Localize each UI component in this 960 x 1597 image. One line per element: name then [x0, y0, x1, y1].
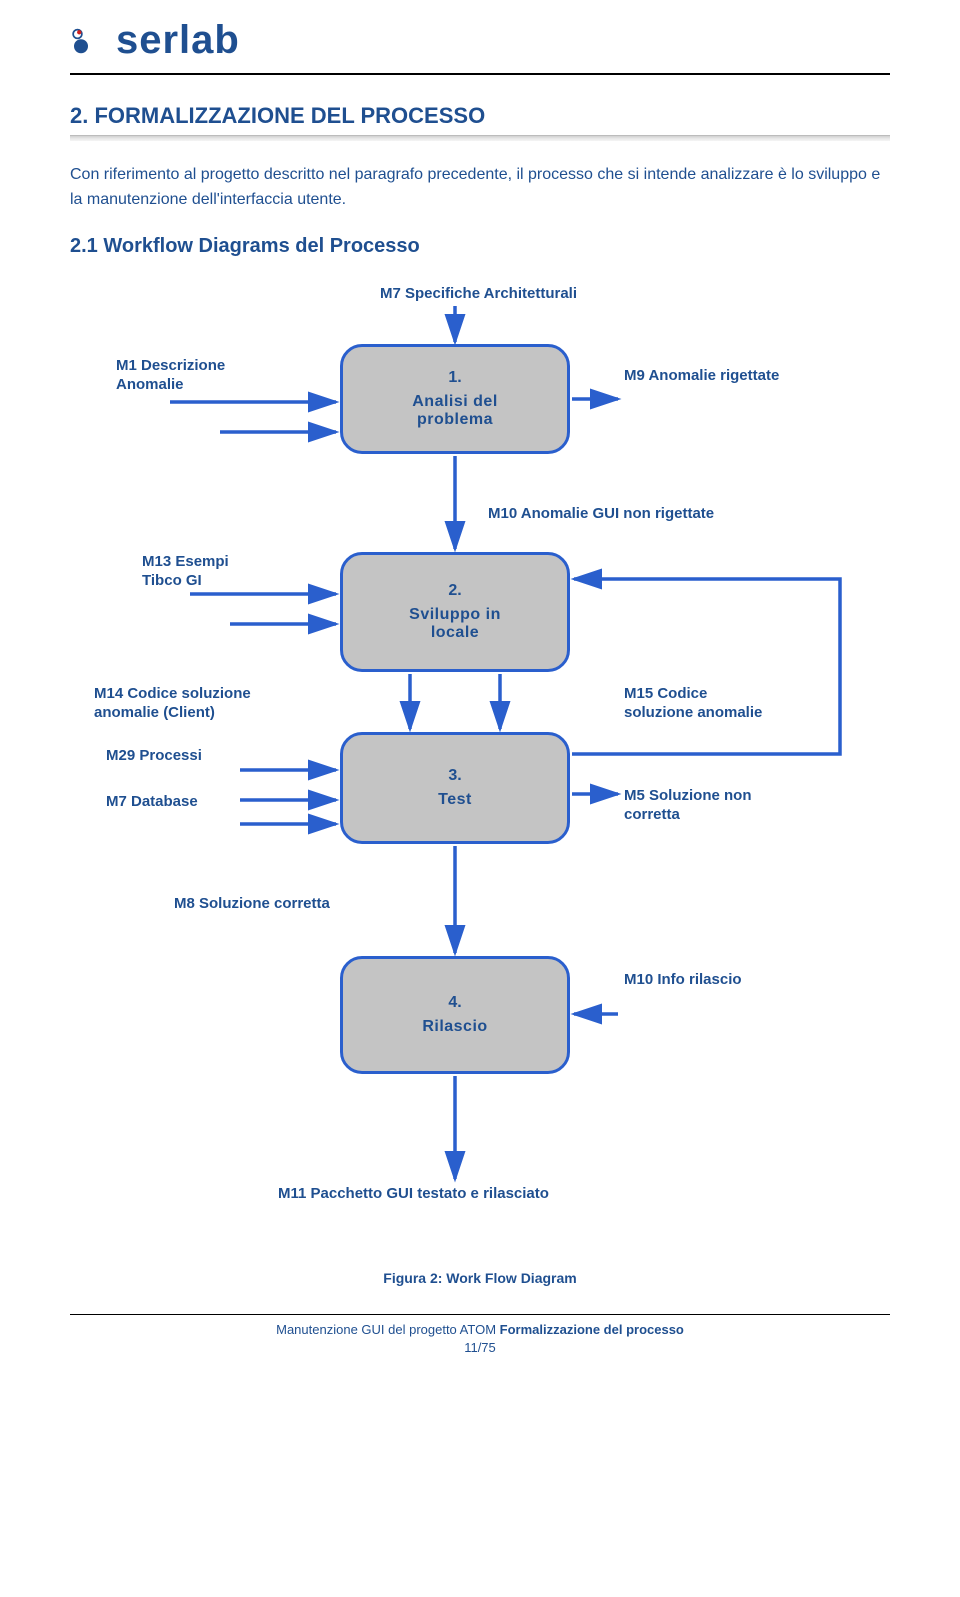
footer-rule [70, 1314, 890, 1315]
label-m14: M14 Codice soluzione anomalie (Client) [94, 684, 251, 723]
node-analisi: 1.Analisi del problema [340, 344, 570, 454]
label-m7-db: M7 Database [106, 792, 198, 812]
label-m29: M29 Processi [106, 746, 202, 766]
label-m10-info: M10 Info rilascio [624, 970, 742, 990]
subsection-title: 2.1 Workflow Diagrams del Processo [70, 235, 890, 258]
node-sviluppo: 2.Sviluppo in locale [340, 552, 570, 672]
label-m11: M11 Pacchetto GUI testato e rilasciato [278, 1184, 549, 1204]
label-m7-top: M7 Specifiche Architetturali [380, 284, 577, 304]
label-m10-top: M10 Anomalie GUI non rigettate [488, 504, 714, 524]
node-rilascio: 4.Rilascio [340, 956, 570, 1074]
footer-page-number: 11/75 [464, 1340, 496, 1355]
section-underline [70, 135, 890, 141]
label-m5: M5 Soluzione non corretta [624, 786, 752, 825]
label-m8: M8 Soluzione corretta [174, 894, 330, 914]
footer-text-a: Manutenzione GUI del progetto ATOM [276, 1322, 500, 1337]
page-footer: Manutenzione GUI del progetto ATOM Forma… [70, 1321, 890, 1357]
footer-text-b: Formalizzazione del processo [500, 1322, 684, 1337]
label-m15: M15 Codice soluzione anomalie [624, 684, 762, 723]
section-title: 2. FORMALIZZAZIONE DEL PROCESSO [70, 103, 890, 129]
header-rule [70, 73, 890, 75]
label-m13: M13 Esempi Tibco GI [142, 552, 229, 591]
workflow-diagram: M7 Specifiche Architetturali 1.Analisi d… [70, 284, 890, 1264]
logo-icon [70, 27, 106, 55]
section-paragraph: Con riferimento al progetto descritto ne… [70, 163, 890, 213]
brand-name: serlab [116, 18, 240, 63]
label-m9: M9 Anomalie rigettate [624, 366, 779, 386]
label-m1: M1 Descrizione Anomalie [116, 356, 225, 395]
figure-caption: Figura 2: Work Flow Diagram [70, 1270, 890, 1286]
page-header: serlab [70, 0, 890, 69]
node-test: 3.Test [340, 732, 570, 844]
